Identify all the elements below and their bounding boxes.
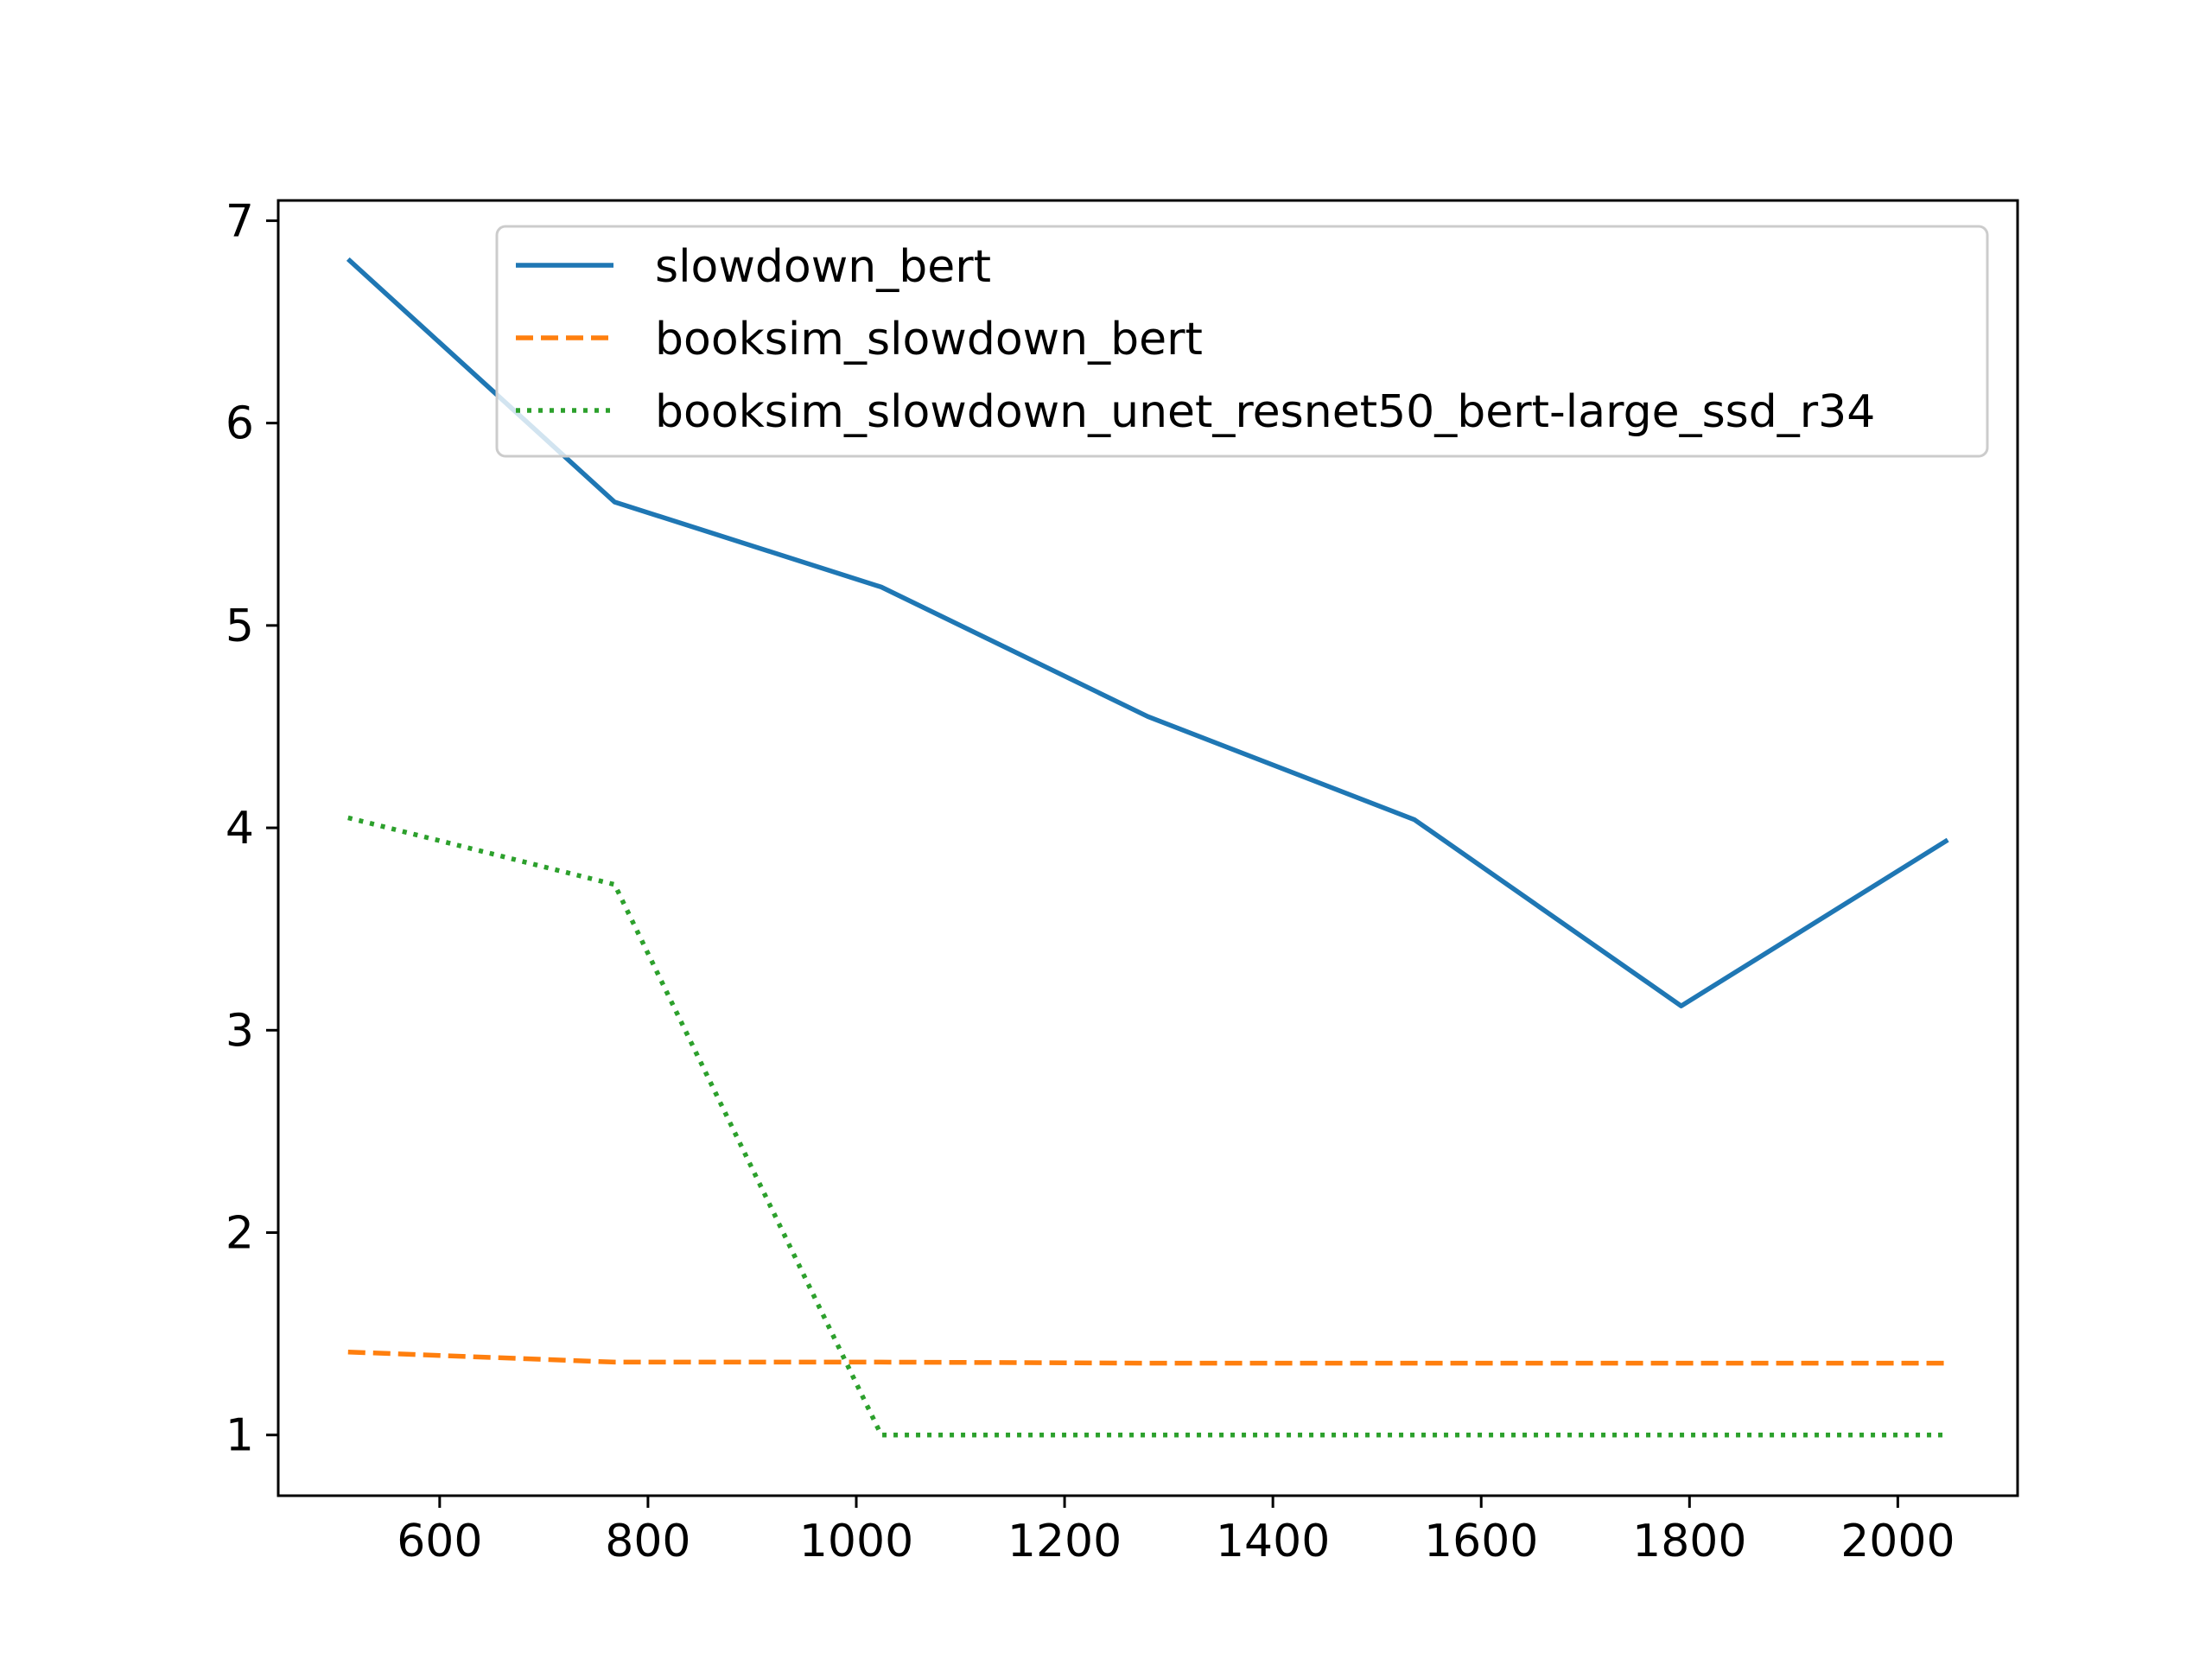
axes-frame [276, 199, 2019, 1497]
x-tick-label: 1200 [1007, 1516, 1122, 1567]
x-axis: 600 800 1000 1200 1400 1600 1800 2000 [397, 1496, 1955, 1567]
legend-label-3: booksim_slowdown_unet_resnet50_bert-larg… [655, 386, 1875, 438]
x-tick-label: 1400 [1216, 1516, 1330, 1567]
legend: slowdown_bert booksim_slowdown_bertbooksi… [495, 225, 1989, 458]
series-line-3 [347, 815, 1948, 1438]
x-tick-label: 1600 [1424, 1516, 1538, 1567]
y-tick-label: 4 [226, 803, 254, 855]
y-tick-label: 1 [226, 1410, 254, 1462]
x-tick-label: 800 [605, 1516, 690, 1567]
x-tick-label: 1000 [799, 1516, 913, 1567]
legend-label-1: slowdown_bert [655, 241, 991, 293]
series-line-1 [346, 257, 1949, 1008]
y-tick-label: 3 [226, 1005, 254, 1057]
y-tick-label: 5 [226, 601, 254, 652]
series-line-2 [347, 1349, 1948, 1366]
legend-label-2: booksim_slowdown_bert [655, 314, 1203, 365]
y-tick-label: 7 [226, 195, 254, 247]
legend-box [495, 225, 1989, 458]
x-tick-label: 2000 [1840, 1516, 1955, 1567]
y-axis: 1 2 3 4 5 6 7 [226, 195, 278, 1462]
y-tick-label: 2 [226, 1208, 254, 1260]
x-tick-label: 600 [397, 1516, 482, 1567]
y-tick-label: 6 [226, 398, 254, 450]
x-tick-label: 1800 [1632, 1516, 1746, 1567]
series-layer [346, 257, 1949, 1438]
